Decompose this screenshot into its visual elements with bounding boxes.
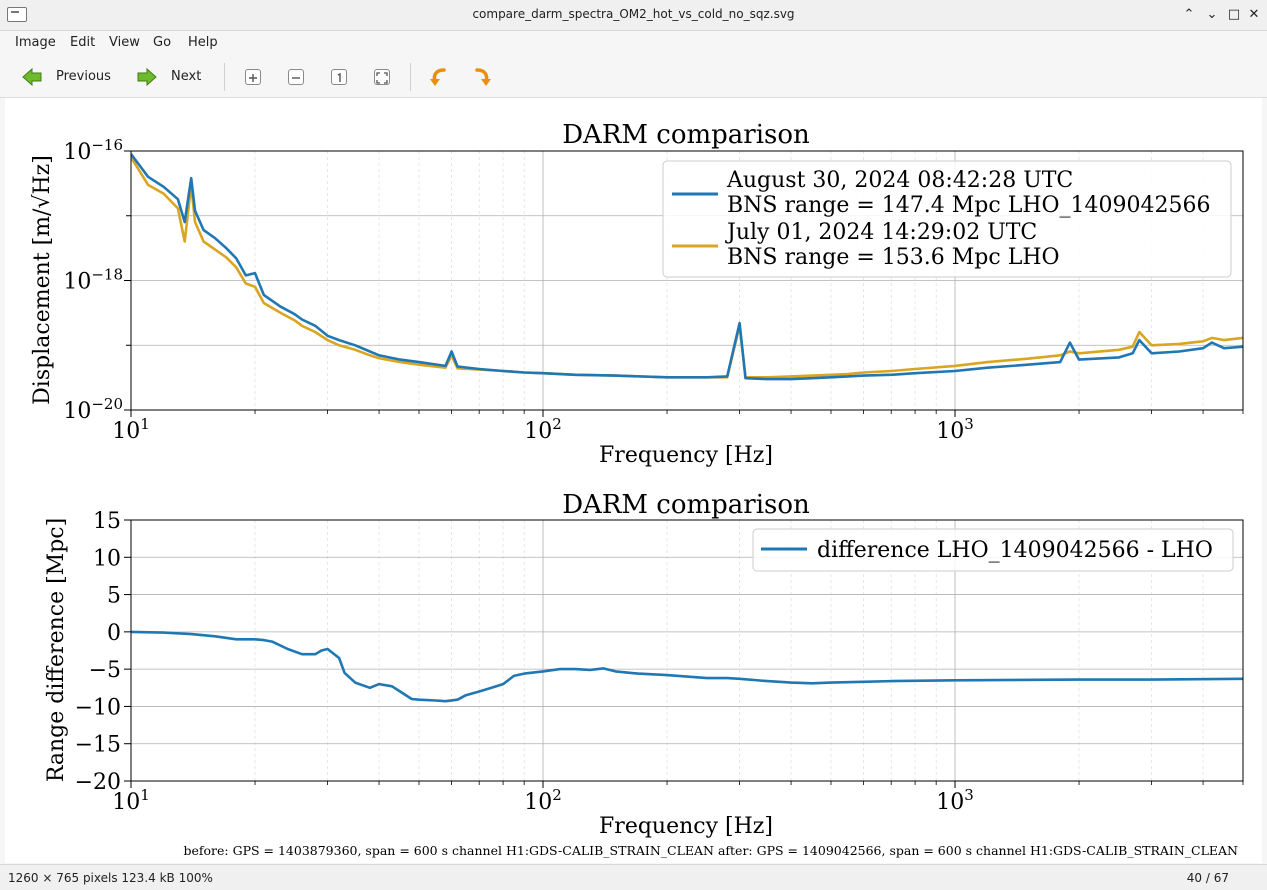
zoom-out-icon[interactable] bbox=[288, 69, 304, 85]
arrow-right-icon bbox=[137, 68, 157, 86]
y-tick-label: 10−16 bbox=[63, 136, 123, 165]
series-line-2-1 bbox=[131, 630, 1243, 703]
menu-image[interactable]: Image bbox=[15, 35, 56, 50]
status-position: 40 / 67 bbox=[1186, 871, 1229, 885]
chart-2-ticks: 101 102 103 15 10 5 0 −5 −10 −15 −20 bbox=[75, 509, 1244, 815]
legend-label-series-2-line-1: July 01, 2024 14:29:02 UTC bbox=[725, 220, 1037, 245]
legend-label-difference: difference LHO_1409042566 - LHO bbox=[817, 538, 1213, 563]
y-tick-label: 10−20 bbox=[63, 395, 123, 424]
y-tick-label: −5 bbox=[89, 658, 121, 683]
title-bar: compare_darm_spectra_OM2_hot_vs_cold_no_… bbox=[0, 0, 1267, 31]
x-tick-label: 101 bbox=[112, 786, 150, 815]
previous-button[interactable]: Previous bbox=[14, 57, 114, 97]
y-tick-label: 10−18 bbox=[63, 266, 123, 295]
chart-2-legend: difference LHO_1409042566 - LHO bbox=[752, 528, 1234, 572]
toolbar-separator bbox=[410, 63, 411, 91]
zoom-in-icon[interactable] bbox=[245, 69, 261, 85]
x-tick-label: 101 bbox=[112, 415, 150, 444]
legend-label-series-2-line-2: BNS range = 153.6 Mpc LHO bbox=[727, 245, 1060, 270]
y-tick-label: −15 bbox=[75, 733, 121, 758]
next-button[interactable]: Next bbox=[130, 57, 210, 97]
restore-icon[interactable]: ⌄ bbox=[1206, 7, 1218, 22]
app-icon bbox=[7, 7, 27, 22]
chart-2-series-group bbox=[131, 630, 1243, 703]
close-icon[interactable]: ✕ bbox=[1248, 7, 1260, 22]
zoom-fit-icon[interactable] bbox=[374, 69, 390, 85]
menu-help[interactable]: Help bbox=[188, 35, 218, 50]
minimize-icon[interactable]: ⌃ bbox=[1183, 7, 1195, 22]
chart-1-series-group bbox=[131, 153, 1243, 381]
menu-edit[interactable]: Edit bbox=[70, 35, 96, 50]
chart-1-ticks: 101 102 103 10−16 10−18 10−20 bbox=[63, 136, 1244, 444]
menu-view[interactable]: View bbox=[109, 35, 140, 50]
menu-go[interactable]: Go bbox=[153, 35, 172, 50]
footer-note: before: GPS = 1403879360, span = 600 s c… bbox=[183, 843, 1238, 858]
chart-1-title: DARM comparison bbox=[562, 120, 810, 150]
image-viewport[interactable]: DARM comparison 101 102 103 10−16 10−18 10−20… bbox=[5, 98, 1262, 863]
toolbar: Previous Next bbox=[0, 57, 1267, 98]
x-tick-label: 102 bbox=[524, 415, 562, 444]
chart-2-legend-box bbox=[752, 528, 1234, 572]
legend-label-series-1-line-1: August 30, 2024 08:42:28 UTC bbox=[726, 168, 1073, 193]
toolbar-separator bbox=[224, 63, 225, 91]
y-tick-label: −10 bbox=[75, 695, 121, 720]
y-tick-label: −20 bbox=[75, 770, 121, 795]
window-title: compare_darm_spectra_OM2_hot_vs_cold_no_… bbox=[472, 7, 795, 21]
series-line-1-1 bbox=[131, 153, 1243, 381]
next-label: Next bbox=[171, 69, 202, 84]
y-tick-label: 5 bbox=[107, 584, 121, 609]
chart-1-ylabel: Displacement [m/√Hz] bbox=[30, 155, 55, 405]
rotate-right-icon[interactable] bbox=[471, 66, 493, 88]
arrow-left-icon bbox=[22, 68, 42, 86]
legend-label-series-1-line-2: BNS range = 147.4 Mpc LHO_1409042566 bbox=[727, 193, 1211, 218]
chart-2-xlabel: Frequency [Hz] bbox=[599, 814, 773, 839]
chart-figure: DARM comparison 101 102 10310−1610−1810−20… bbox=[30, 120, 1244, 858]
x-tick-label: 103 bbox=[936, 415, 974, 444]
chart-1-xlabel: Frequency [Hz] bbox=[599, 443, 773, 468]
rotate-left-icon[interactable] bbox=[428, 66, 450, 88]
chart-2-ylabel: Range difference [Mpc] bbox=[44, 518, 69, 782]
x-tick-label: 102 bbox=[524, 786, 562, 815]
menu-bar: Image Edit View Go Help bbox=[0, 31, 1267, 56]
status-bar: 1260 × 765 pixels 123.4 kB 100% 40 / 67 bbox=[0, 864, 1267, 890]
previous-label: Previous bbox=[56, 69, 111, 84]
y-tick-label: 15 bbox=[93, 509, 121, 534]
chart-2-frame bbox=[130, 519, 1244, 782]
y-tick-label: 10 bbox=[93, 546, 121, 571]
chart-1-legend: August 30, 2024 08:42:28 UTC BNS range =… bbox=[662, 160, 1232, 278]
zoom-normal-icon[interactable] bbox=[331, 69, 347, 85]
chart-1-legend-box bbox=[662, 160, 1232, 278]
x-tick-label: 103 bbox=[936, 786, 974, 815]
status-image-info: 1260 × 765 pixels 123.4 kB 100% bbox=[8, 871, 213, 885]
chart-2-title: DARM comparison bbox=[562, 490, 810, 520]
maximize-icon[interactable]: □ bbox=[1227, 7, 1241, 22]
y-tick-label: 0 bbox=[107, 621, 121, 646]
